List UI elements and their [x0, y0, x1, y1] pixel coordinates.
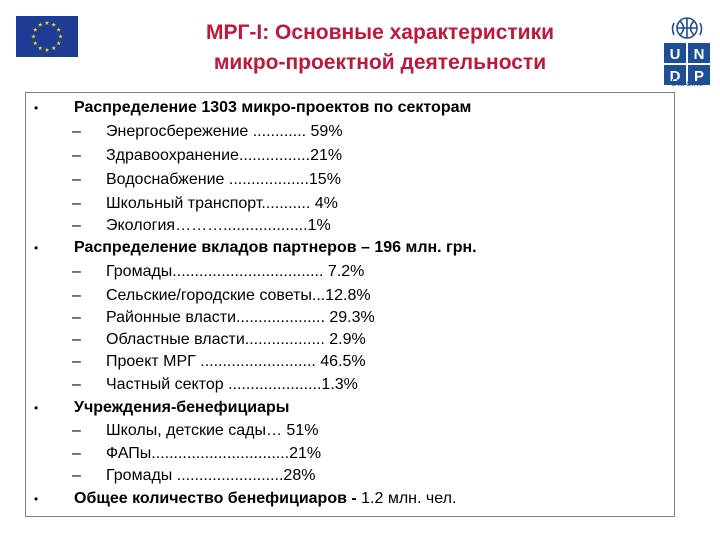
- section-heading-value: 1.2 млн. чел.: [361, 490, 457, 507]
- eu-star-icon: [33, 40, 38, 46]
- list-item-text: Областные власти.................. 2.9%: [106, 331, 366, 348]
- undp-letter-grid: U N D P: [664, 43, 710, 85]
- eu-star-icon: [51, 22, 57, 27]
- list-item-text: Здравоохранение................21%: [106, 147, 343, 164]
- eu-star-icon: [44, 20, 50, 25]
- list-item-text: Громады.................................…: [106, 263, 365, 280]
- list-item-text: Сельские/городские советы...12.8%: [106, 287, 371, 304]
- section-heading-text: Учреждения-бенефициары: [74, 399, 290, 416]
- eu-star-icon: [33, 27, 38, 32]
- slide-title: МРГ-І: Основные характеристики микро-про…: [90, 18, 670, 78]
- eu-star-icon: [56, 27, 61, 32]
- list-item-text: Громады ........................28%: [106, 467, 316, 484]
- dash-icon: –: [72, 376, 81, 393]
- slide-title-line-2: микро-проектной деятельности: [213, 51, 547, 74]
- dash-icon: –: [72, 195, 81, 212]
- section-heading-text: Распределение вкладов партнеров – 196 мл…: [74, 239, 477, 256]
- dash-icon: –: [72, 309, 81, 326]
- dash-icon: –: [72, 331, 81, 348]
- dash-icon: –: [72, 171, 81, 188]
- dash-icon: –: [72, 353, 81, 370]
- undp-letter-p: P: [694, 68, 704, 85]
- eu-flag-stars: [31, 20, 63, 52]
- undp-logo-caption: Ukraine: [670, 78, 704, 89]
- dash-icon: –: [72, 445, 81, 462]
- eu-star-icon: [44, 47, 50, 52]
- eu-star-icon: [51, 45, 57, 51]
- content-box: • Распределение 1303 микро-проектов по с…: [25, 92, 675, 517]
- list-item-text: Районные власти.................... 29.3…: [106, 309, 375, 326]
- undp-letter-n: N: [694, 46, 705, 63]
- dash-icon: –: [72, 147, 81, 164]
- eu-star-icon: [58, 34, 63, 39]
- dash-icon: –: [72, 123, 81, 140]
- list-item-text: Школьный транспорт........... 4%: [106, 195, 338, 212]
- list-item-text: Проект МРГ .......................... 46…: [106, 353, 366, 370]
- dash-icon: –: [72, 422, 81, 439]
- section-heading-text: Распределение 1303 микро-проектов по сек…: [74, 99, 472, 116]
- list-item-text: ФАПы...............................21%: [106, 445, 322, 462]
- bullet-icon: •: [34, 101, 39, 115]
- dash-icon: –: [72, 263, 81, 280]
- undp-emblem-icon: [671, 17, 703, 39]
- eu-star-icon: [37, 45, 43, 51]
- list-item-text: Экология………...................1%: [106, 217, 331, 234]
- eu-flag-logo: [16, 16, 78, 57]
- dash-icon: –: [72, 217, 81, 234]
- undp-logo: U N D P: [662, 15, 712, 87]
- list-item-text: Частный сектор .....................1.3%: [106, 376, 358, 393]
- undp-letter-u: U: [670, 46, 681, 63]
- list-item-text: Энергосбережение ............ 59%: [106, 123, 343, 140]
- eu-star-icon: [37, 22, 43, 27]
- eu-star-icon: [56, 40, 61, 46]
- section-heading-text: Общее количество бенефициаров - 1.2 млн.…: [74, 488, 456, 510]
- bullet-icon: •: [34, 241, 39, 255]
- section-heading-label: Общее количество бенефициаров -: [74, 490, 362, 507]
- dash-icon: –: [72, 467, 81, 484]
- list-item-text: Водоснабжение ..................15%: [106, 171, 341, 188]
- dash-icon: –: [72, 287, 81, 304]
- eu-star-icon: [31, 34, 36, 39]
- undp-letter-d: D: [670, 68, 681, 85]
- bullet-icon: •: [34, 401, 39, 415]
- slide-title-line-1: МРГ-І: Основные характеристики: [206, 21, 554, 44]
- bullet-icon: •: [34, 492, 39, 506]
- list-item-text: Школы, детские сады… 51%: [106, 422, 319, 439]
